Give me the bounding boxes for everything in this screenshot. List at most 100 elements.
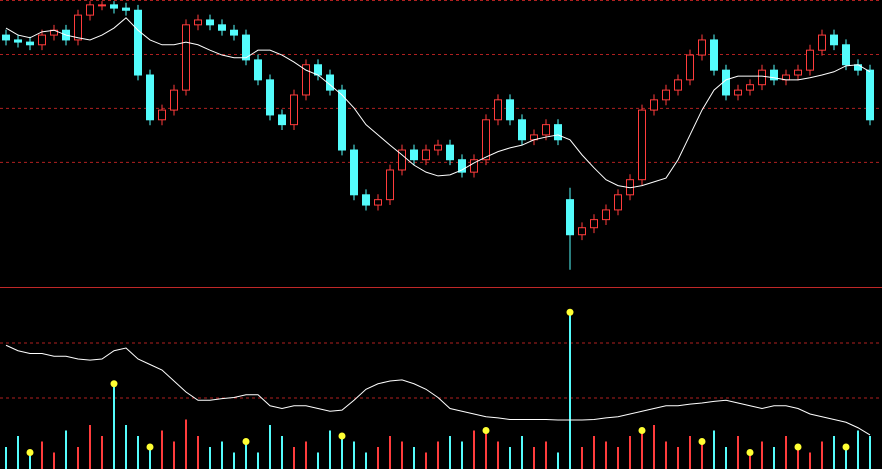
volume-bar: [437, 441, 439, 469]
volume-bar: [185, 419, 187, 469]
volume-bar: [161, 430, 163, 469]
volume-bar: [425, 452, 427, 469]
volume-bar: [317, 452, 319, 469]
volume-marker: [110, 380, 118, 388]
volume-bar: [737, 436, 739, 469]
candle-body: [518, 119, 526, 141]
volume-marker: [566, 308, 574, 316]
candle-body: [206, 19, 214, 26]
volume-marker: [746, 449, 754, 456]
volume-bar: [101, 436, 103, 469]
volume-bar: [857, 430, 859, 469]
volume-bar: [353, 441, 355, 469]
volume-bar: [869, 436, 871, 469]
volume-average-line: [5, 344, 871, 436]
volume-bar: [281, 436, 283, 469]
candle-body: [422, 149, 430, 161]
volume-bar: [821, 441, 823, 469]
volume-marker: [698, 438, 706, 445]
candle-body: [398, 149, 406, 171]
volume-marker: [242, 438, 250, 445]
volume-bar: [809, 452, 811, 469]
volume-bar: [17, 436, 19, 469]
candle-body: [314, 64, 322, 76]
volume-bar: [581, 447, 583, 469]
volume-bar: [497, 441, 499, 469]
candle-body: [74, 14, 82, 41]
volume-bar: [653, 425, 655, 469]
volume-bar: [329, 430, 331, 469]
candle-body: [242, 34, 250, 61]
volume-bar: [593, 436, 595, 469]
volume-bar: [377, 447, 379, 469]
volume-bar: [545, 441, 547, 469]
candle-body: [866, 69, 874, 121]
volume-bar: [533, 447, 535, 469]
candle-body: [170, 89, 178, 111]
candle-body: [38, 34, 46, 46]
candle-body: [794, 69, 802, 76]
volume-bar: [833, 436, 835, 469]
volume-bar: [785, 436, 787, 469]
volume-bar: [305, 441, 307, 469]
volume-bar: [221, 441, 223, 469]
volume-marker: [146, 443, 154, 451]
volume-bar: [617, 447, 619, 469]
candle-body: [158, 109, 166, 121]
candle-body: [446, 144, 454, 161]
volume-bar: [605, 441, 607, 469]
volume-bar: [89, 425, 91, 469]
candle-body: [434, 144, 442, 151]
volume-bar: [701, 441, 703, 469]
candle-body: [338, 89, 346, 151]
candle-body: [506, 99, 514, 121]
candle-body: [26, 41, 34, 46]
volume-bar: [773, 447, 775, 469]
volume-bar: [341, 436, 343, 469]
candle-body: [218, 24, 226, 31]
volume-bar: [137, 436, 139, 469]
volume-marker: [338, 432, 346, 440]
candle-body: [710, 39, 718, 71]
candle-body: [290, 94, 298, 126]
volume-bar: [245, 441, 247, 469]
volume-bar: [713, 430, 715, 469]
volume-marker: [638, 427, 646, 434]
candle-body: [746, 84, 754, 91]
candle-body: [302, 64, 310, 96]
volume-bar: [449, 436, 451, 469]
volume-bar: [29, 452, 31, 469]
candle-body: [110, 4, 118, 9]
candle-body: [470, 159, 478, 173]
volume-bar: [845, 447, 847, 469]
volume-bar: [5, 447, 7, 469]
candle-body: [566, 199, 574, 236]
volume-bar: [557, 452, 559, 469]
volume-bar: [749, 452, 751, 469]
volume-bar: [485, 430, 487, 469]
volume-bar: [125, 425, 127, 469]
candle-body: [698, 39, 706, 56]
volume-bar: [269, 425, 271, 469]
volume-marker: [482, 427, 490, 434]
volume-bar: [113, 383, 115, 469]
volume-bar: [521, 436, 523, 469]
candle-body: [602, 209, 610, 221]
volume-bar: [365, 452, 367, 469]
volume-bar: [293, 447, 295, 469]
volume-marker: [794, 443, 802, 451]
candle-body: [86, 4, 94, 16]
candle-body: [638, 109, 646, 181]
volume-bar: [401, 441, 403, 469]
volume-bar: [41, 441, 43, 469]
volume-bar: [725, 447, 727, 469]
candle-body: [674, 79, 682, 91]
candle-body: [818, 34, 826, 51]
volume-bar: [173, 441, 175, 469]
candle-body: [278, 114, 286, 126]
candle-body: [854, 64, 862, 71]
volume-bar: [677, 447, 679, 469]
volume-bar: [473, 430, 475, 469]
candle-body: [326, 74, 334, 91]
